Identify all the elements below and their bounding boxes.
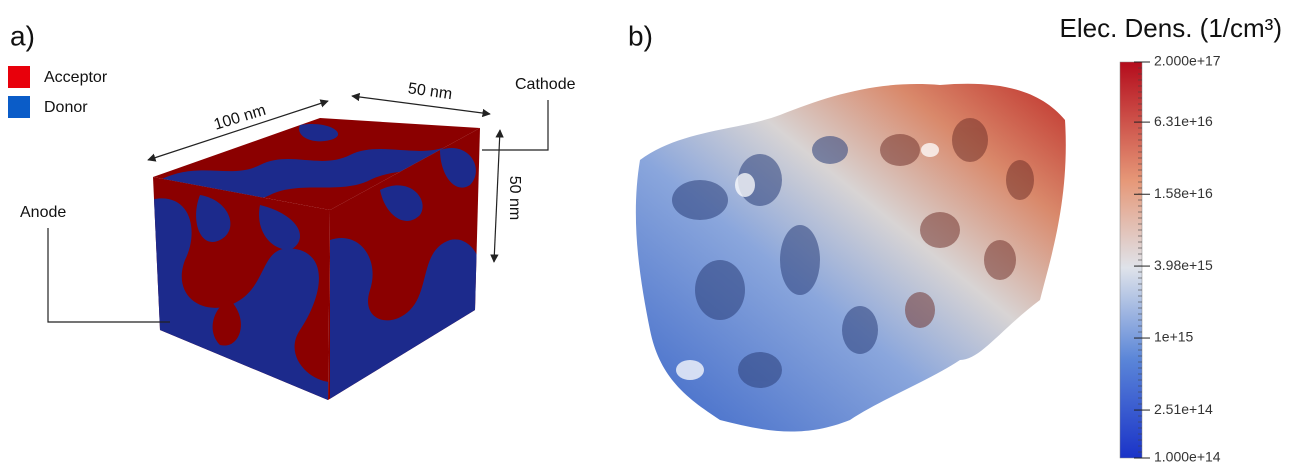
legend-label: Donor: [44, 99, 88, 116]
panel-label: a): [10, 20, 35, 51]
legend-swatch: [8, 66, 30, 88]
tick-label: 1.58e+16: [1154, 185, 1213, 201]
leader-line: [482, 100, 549, 151]
colorbar-ticks: 2.000e+17 6.31e+16 1.58e+16 3.98e+15 1e+15 2.…: [1134, 53, 1221, 465]
colorbar-title: Elec. Dens. (1/cm³): [1060, 13, 1283, 43]
dimension-label: 100 nm: [212, 102, 268, 134]
dimension-arrow: [147, 99, 329, 162]
legend-swatch: [8, 96, 30, 118]
dimension-arrow: [351, 92, 491, 118]
legend-label: Acceptor: [44, 69, 108, 86]
tick-label: 1.000e+14: [1154, 449, 1221, 465]
tick-label: 3.98e+15: [1154, 257, 1213, 273]
dimension-label: 50 nm: [506, 176, 523, 220]
tick-label: 2.000e+17: [1154, 53, 1221, 69]
morphology-box: [153, 118, 480, 400]
tick-label: 1e+15: [1154, 329, 1194, 345]
dimension-label: 50 nm: [407, 80, 453, 103]
leader-line: [47, 228, 170, 323]
panel-label: b): [628, 20, 653, 51]
density-render: [635, 83, 1066, 432]
electrode-label: Cathode: [515, 76, 576, 93]
electrode-label: Anode: [20, 204, 66, 221]
dimension-arrow: [490, 129, 504, 263]
tick-label: 6.31e+16: [1154, 113, 1213, 129]
tick-label: 2.51e+14: [1154, 401, 1213, 417]
